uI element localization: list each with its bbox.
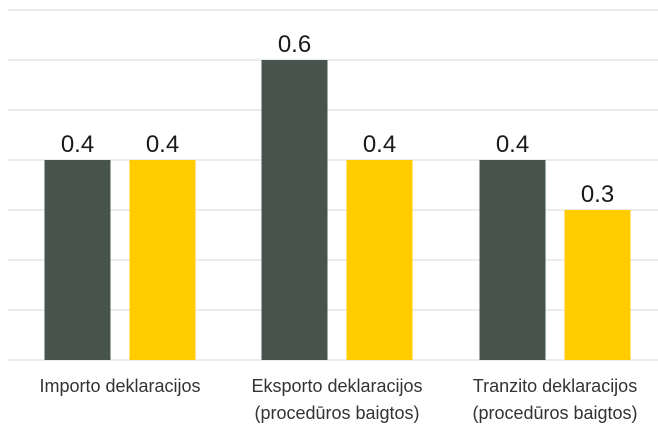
bar-2-series-1 bbox=[261, 60, 328, 360]
category-label-line: Importo deklaracijos bbox=[39, 376, 200, 396]
bar-1-series-2 bbox=[129, 160, 196, 360]
data-label-1-series-1: 0.4 bbox=[61, 131, 94, 158]
category-label-2: Eksporto deklaracijos (procedūros baigtos… bbox=[251, 376, 422, 423]
data-label-3-series-1: 0.4 bbox=[496, 131, 529, 158]
category-label-line: Tranzito deklaracijos bbox=[473, 376, 637, 396]
grid-lines bbox=[8, 9, 658, 361]
category-labels: Importo deklaracijos Eksporto deklaracijo… bbox=[39, 376, 637, 423]
category-label-line: (procedūros baigtos) bbox=[254, 403, 419, 423]
data-label-1-series-2: 0.4 bbox=[146, 131, 179, 158]
data-label-2-series-2: 0.4 bbox=[363, 131, 396, 158]
bar-2-series-2 bbox=[346, 160, 413, 360]
category-label-line: Eksporto deklaracijos bbox=[251, 376, 422, 396]
category-label-3: Tranzito deklaracijos (procedūros baigtos… bbox=[472, 376, 637, 423]
category-label-1: Importo deklaracijos bbox=[39, 376, 200, 396]
bar-3-series-1 bbox=[479, 160, 546, 360]
bar-1-series-1 bbox=[44, 160, 111, 360]
bar-3-series-2 bbox=[564, 210, 631, 360]
bars bbox=[44, 60, 631, 360]
category-label-line: (procedūros baigtos) bbox=[472, 403, 637, 423]
data-label-2-series-1: 0.6 bbox=[278, 31, 311, 58]
data-labels: 0.4 0.4 0.6 0.4 0.4 0.3 bbox=[61, 31, 614, 208]
data-label-3-series-2: 0.3 bbox=[581, 181, 614, 208]
